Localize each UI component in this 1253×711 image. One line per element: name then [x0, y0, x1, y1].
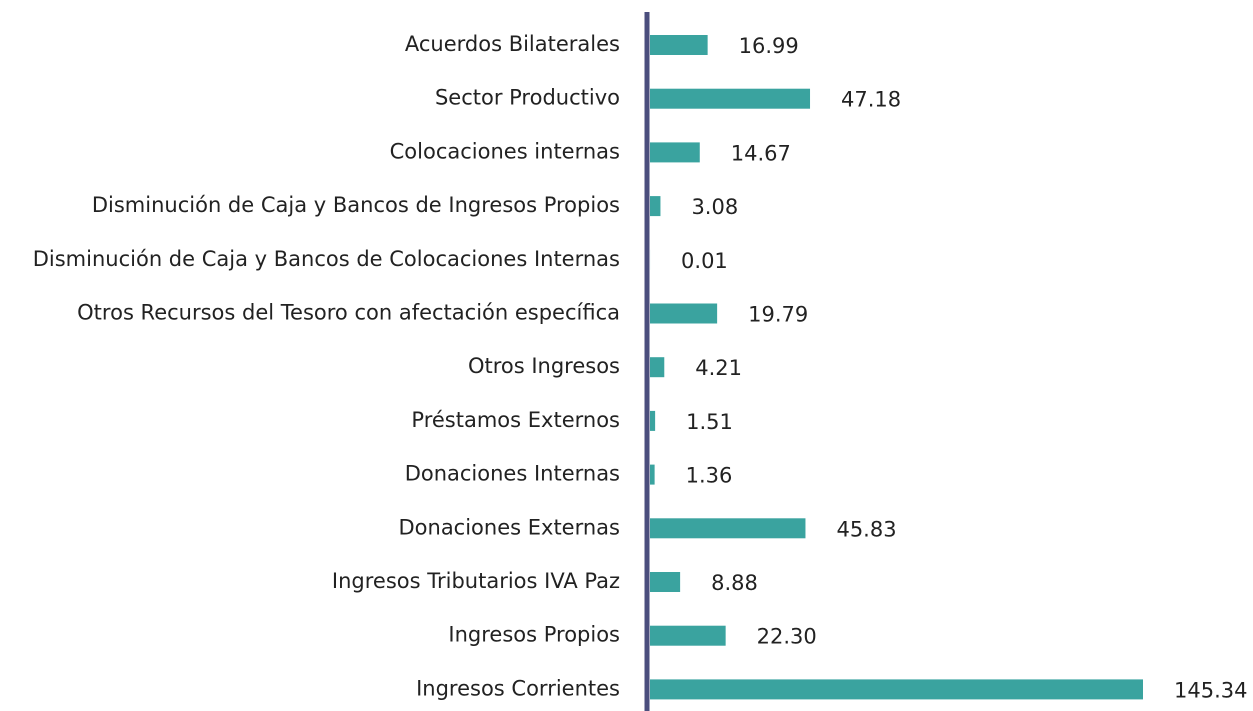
category-label: Ingresos Corrientes: [416, 676, 620, 700]
bar: [650, 464, 655, 485]
bar: [650, 142, 700, 163]
value-label: 45.83: [836, 517, 896, 541]
value-label: 1.36: [686, 464, 733, 488]
bar: [650, 518, 806, 539]
value-label: 1.51: [686, 410, 733, 434]
category-label: Ingresos Propios: [448, 623, 620, 647]
value-label: 3.08: [691, 195, 738, 219]
category-label: Disminución de Caja y Bancos de Ingresos…: [92, 193, 620, 217]
value-label: 19.79: [748, 303, 808, 327]
bar: [650, 679, 1143, 700]
category-label: Préstamos Externos: [411, 408, 620, 432]
bar: [650, 35, 708, 55]
bar: [650, 625, 726, 646]
category-label: Sector Productivo: [435, 86, 620, 110]
category-label: Ingresos Tributarios IVA Paz: [332, 569, 620, 593]
bar: [650, 572, 681, 592]
bar: [650, 410, 656, 431]
value-label: 4.21: [695, 356, 742, 380]
category-label: Disminución de Caja y Bancos de Colocaci…: [33, 247, 620, 271]
bar: [650, 303, 718, 324]
value-label: 145.34: [1174, 678, 1247, 702]
category-label: Acuerdos Bilaterales: [405, 32, 620, 56]
category-label: Otros Ingresos: [468, 354, 620, 378]
category-label: Donaciones Externas: [398, 515, 620, 539]
category-label: Colocaciones internas: [390, 139, 620, 163]
value-label: 8.88: [711, 571, 758, 595]
bar: [650, 196, 661, 217]
value-label: 0.01: [681, 249, 728, 273]
value-label: 47.18: [841, 88, 901, 112]
value-label: 22.30: [757, 625, 817, 649]
category-label: Donaciones Internas: [405, 462, 620, 486]
category-label: Otros Recursos del Tesoro con afectación…: [77, 301, 620, 325]
value-label: 16.99: [739, 34, 799, 58]
bar: [650, 88, 811, 109]
bar: [650, 357, 665, 378]
value-label: 14.67: [731, 141, 791, 165]
